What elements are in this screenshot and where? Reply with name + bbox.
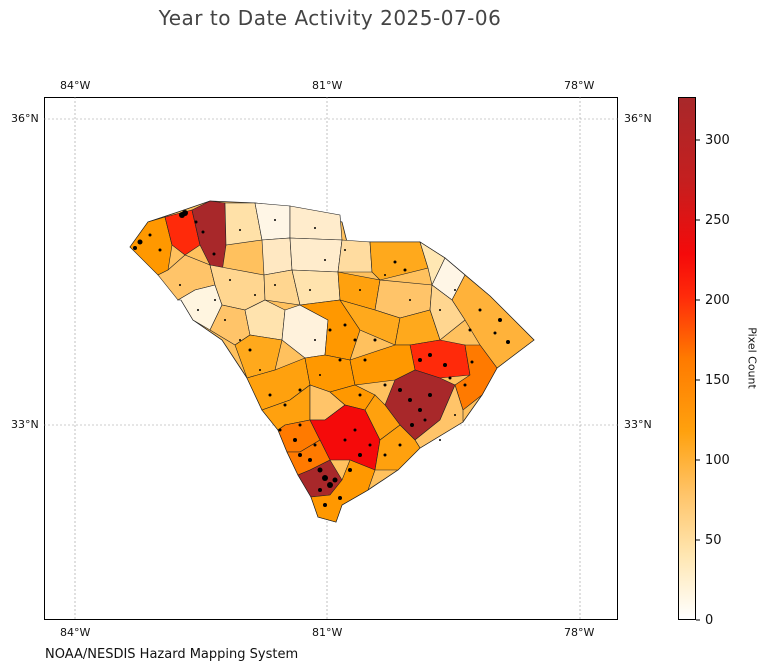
county-union xyxy=(261,237,293,276)
county-colleton xyxy=(309,404,381,471)
county-edgefield xyxy=(234,334,283,379)
county-greenville xyxy=(191,200,227,273)
lat-left-label: 36°N xyxy=(11,112,39,125)
lon-bottom-label: 84°W xyxy=(60,626,91,639)
county-pickens xyxy=(164,209,201,256)
county-chesterfield xyxy=(369,241,429,281)
colorbar-tick-label: 200 xyxy=(705,293,730,308)
colorbar xyxy=(678,97,696,620)
county-oconee xyxy=(129,216,173,276)
county-york xyxy=(289,205,343,241)
lon-bottom-label: 78°W xyxy=(564,626,595,639)
colorbar-tick-label: 50 xyxy=(705,533,722,548)
lat-left-label: 33°N xyxy=(11,418,39,431)
lat-right-label: 36°N xyxy=(624,112,652,125)
fire-detection-points xyxy=(133,210,510,507)
county-marion xyxy=(429,284,466,341)
map-title: Year to Date Activity 2025-07-06 xyxy=(158,6,502,30)
colorbar-tick-label: 250 xyxy=(705,213,730,228)
lon-bottom-label: 81°W xyxy=(312,626,343,639)
lat-right-label: 33°N xyxy=(624,418,652,431)
county-beaufort xyxy=(310,459,376,523)
lon-top-label: 81°W xyxy=(312,79,343,92)
colorbar-tick-label: 100 xyxy=(705,453,730,468)
lon-top-label: 78°W xyxy=(564,79,595,92)
county-fairfield xyxy=(291,269,341,306)
colorbar-tick-label: 150 xyxy=(705,373,730,388)
colorbar-tick-label: 300 xyxy=(705,133,730,148)
colorbar-tick-label: 0 xyxy=(705,613,714,628)
colorbar-gradient xyxy=(678,97,696,620)
county-lancaster xyxy=(337,239,373,273)
colorbar-ticks xyxy=(696,139,700,621)
county-georgetown xyxy=(454,344,498,411)
lon-top-label: 84°W xyxy=(60,79,91,92)
attribution-footer: NOAA/NESDIS Hazard Mapping System xyxy=(45,647,299,662)
county-chester xyxy=(289,237,343,273)
county-coastal-east xyxy=(374,424,421,471)
colorbar-label: Pixel Count xyxy=(745,327,759,389)
